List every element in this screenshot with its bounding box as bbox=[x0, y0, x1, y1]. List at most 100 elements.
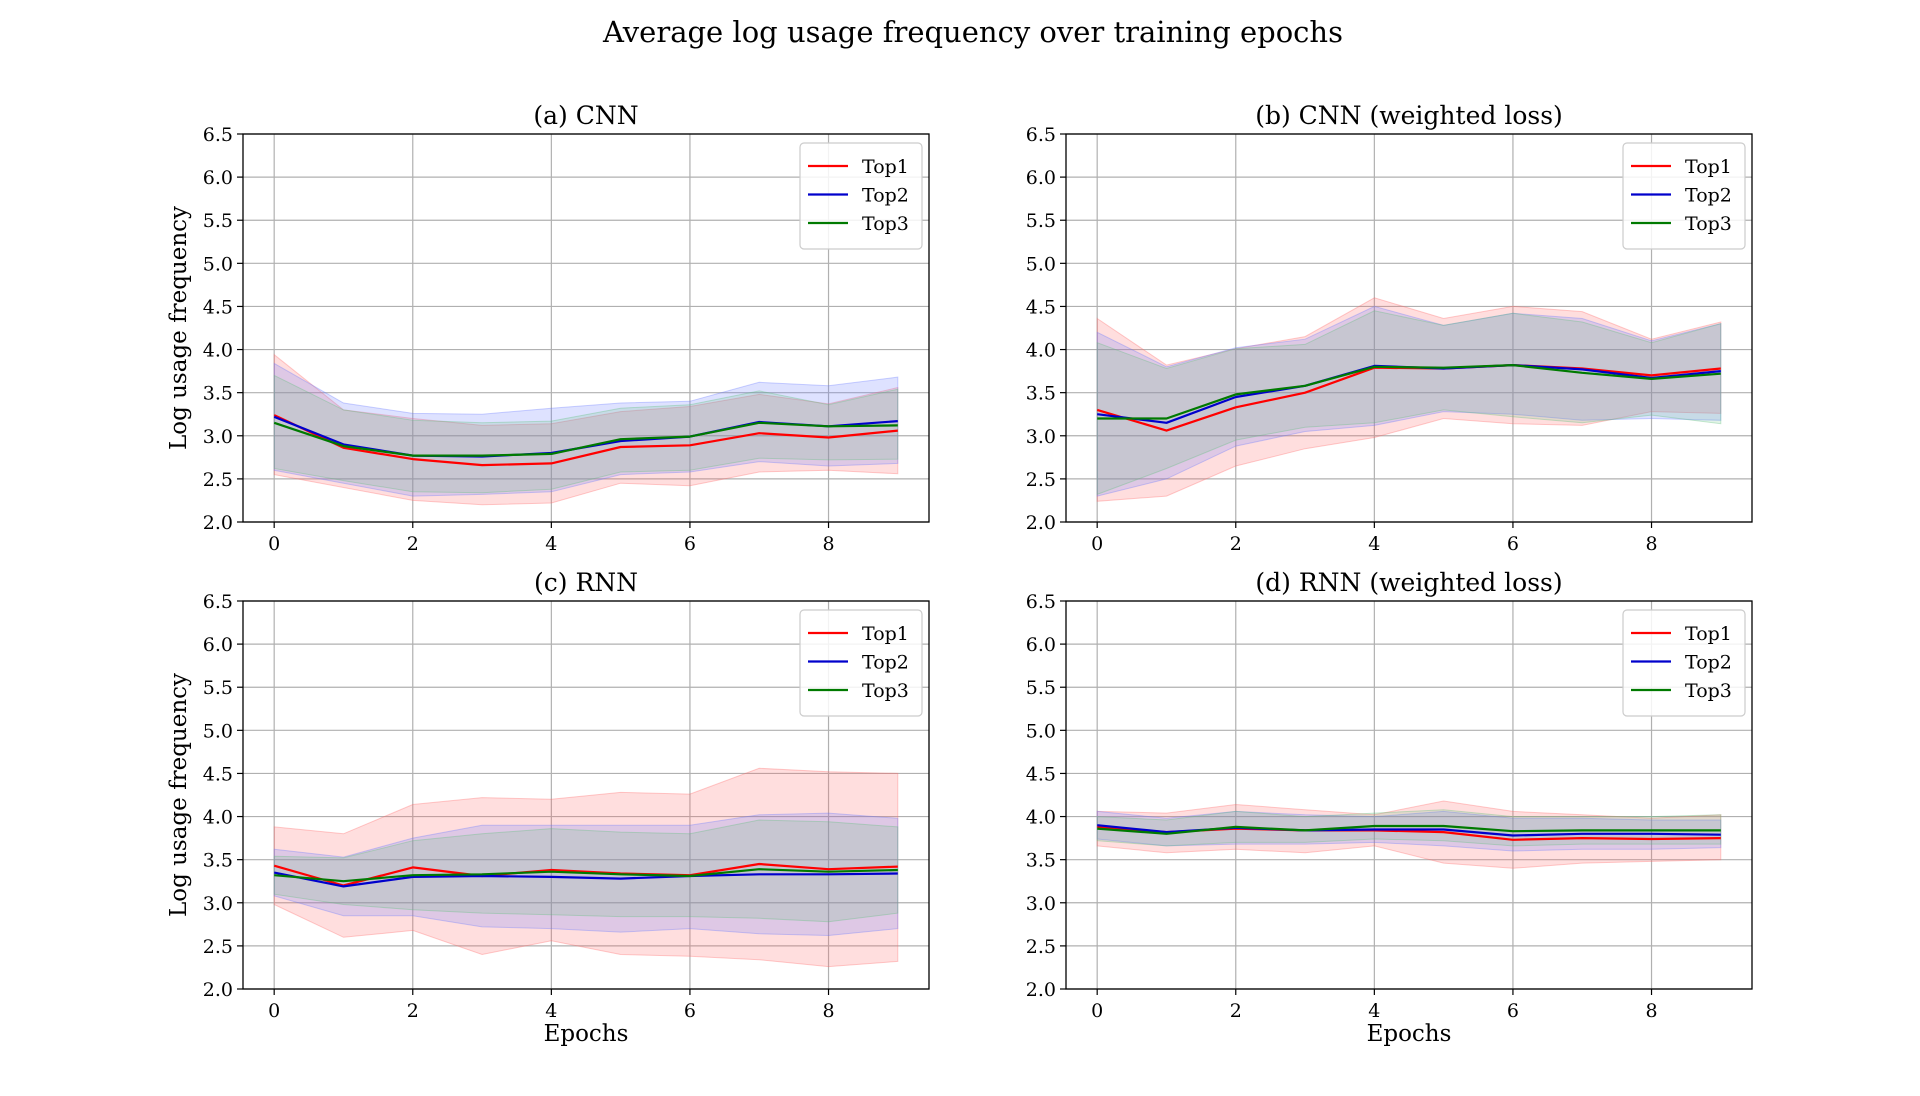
x-tick-label: 4 bbox=[1368, 1000, 1380, 1022]
y-axis: 2.0 2.5 3.0 3.5 4.0 4.5 5.0 5.5 6.0 6.5 bbox=[203, 124, 243, 534]
band-top1 bbox=[273, 353, 899, 506]
legend: Top1 Top2 Top3 bbox=[1622, 609, 1746, 717]
y-tick-label: 2.0 bbox=[1026, 979, 1056, 1001]
confidence-bands bbox=[273, 353, 899, 506]
x-tick-label: 6 bbox=[1507, 533, 1519, 555]
legend-label-top3: Top3 bbox=[862, 213, 909, 235]
y-tick-label: 4.5 bbox=[203, 763, 233, 785]
confidence-bands bbox=[1096, 297, 1722, 502]
x-tick-label: 0 bbox=[268, 533, 280, 555]
series-line-top3 bbox=[273, 421, 898, 457]
y-tick-label: 2.5 bbox=[203, 469, 233, 491]
y-tick-label: 4.0 bbox=[203, 807, 233, 829]
y-tick-label: 5.5 bbox=[203, 677, 233, 699]
subplot-title: (a) CNN bbox=[533, 101, 638, 130]
series-line-top3 bbox=[274, 868, 898, 883]
y-tick-label: 4.0 bbox=[1026, 340, 1056, 362]
y-tick-label: 6.5 bbox=[1026, 124, 1056, 146]
y-tick-label: 4.5 bbox=[1026, 296, 1056, 318]
y-tick-label: 3.0 bbox=[1026, 893, 1056, 915]
x-tick-label: 8 bbox=[822, 533, 834, 555]
confidence-bands bbox=[273, 767, 899, 968]
series-line-top2 bbox=[273, 871, 898, 888]
y-axis: 2.0 2.5 3.0 3.5 4.0 4.5 5.0 5.5 6.0 6.5 bbox=[1026, 591, 1066, 1001]
axes-frame bbox=[1065, 133, 1753, 523]
y-tick-label: 4.0 bbox=[1026, 807, 1056, 829]
legend-label-top2: Top2 bbox=[1685, 652, 1732, 674]
subplot-4: (d) RNN (weighted loss) 0 2 4 6 8 2.0 2.5 3.0 3.5… bbox=[1026, 568, 1753, 1047]
x-tick-label: 8 bbox=[1645, 533, 1657, 555]
subplot-title: (b) CNN (weighted loss) bbox=[1255, 101, 1563, 130]
series-line-top3 bbox=[1097, 364, 1721, 420]
y-tick-label: 4.5 bbox=[1026, 763, 1056, 785]
series-lines bbox=[1097, 824, 1721, 841]
y-axis: 2.0 2.5 3.0 3.5 4.0 4.5 5.0 5.5 6.0 6.5 bbox=[203, 591, 243, 1001]
subplot-title: (c) RNN bbox=[534, 568, 638, 597]
x-tick-label: 8 bbox=[1645, 1000, 1657, 1022]
x-axis: 0 2 4 6 8 bbox=[268, 989, 835, 1022]
y-tick-label: 5.0 bbox=[203, 720, 233, 742]
y-tick-label: 3.0 bbox=[203, 426, 233, 448]
axes-frame bbox=[242, 133, 930, 523]
y-tick-label: 6.0 bbox=[1026, 167, 1056, 189]
y-tick-label: 6.5 bbox=[203, 591, 233, 613]
legend-label-top1: Top1 bbox=[862, 156, 909, 178]
legend-label-top1: Top1 bbox=[1685, 156, 1732, 178]
subplot-2: (b) CNN (weighted loss) 0 2 4 6 8 2.0 2.5 3.0 3.5… bbox=[1026, 101, 1753, 555]
y-tick-label: 6.5 bbox=[203, 124, 233, 146]
legend-label-top2: Top2 bbox=[862, 652, 909, 674]
band-top1 bbox=[1096, 800, 1722, 869]
y-axis: 2.0 2.5 3.0 3.5 4.0 4.5 5.0 5.5 6.0 6.5 bbox=[1026, 124, 1066, 534]
band-top2 bbox=[273, 362, 899, 497]
subplot-title: (d) RNN (weighted loss) bbox=[1255, 568, 1562, 597]
series-lines bbox=[273, 414, 898, 467]
band-top3 bbox=[1096, 809, 1722, 847]
legend: Top1 Top2 Top3 bbox=[799, 609, 923, 717]
axes-frame bbox=[242, 600, 930, 990]
band-top1 bbox=[273, 767, 899, 968]
x-tick-label: 2 bbox=[407, 533, 419, 555]
legend-label-top2: Top2 bbox=[862, 185, 909, 207]
x-tick-label: 4 bbox=[1368, 533, 1380, 555]
x-axis-label: Epochs bbox=[544, 1021, 629, 1047]
y-tick-label: 3.5 bbox=[1026, 383, 1056, 405]
band-top2 bbox=[1096, 305, 1722, 497]
y-tick-label: 2.0 bbox=[203, 512, 233, 534]
band-top3 bbox=[273, 374, 899, 494]
subplots: (a) CNN 0 2 4 6 8 2.0 2.5 3.0 3.5 4.0 4.5 5.0 5.5 6.0 6… bbox=[166, 101, 1753, 1047]
band-top3 bbox=[1096, 310, 1722, 496]
y-axis-label: Log usage frequency bbox=[166, 673, 192, 917]
subplot-1: (a) CNN 0 2 4 6 8 2.0 2.5 3.0 3.5 4.0 4.5 5.0 5.5 6.0 6… bbox=[166, 101, 930, 555]
legend: Top1 Top2 Top3 bbox=[799, 142, 923, 250]
y-tick-label: 6.0 bbox=[203, 167, 233, 189]
series-line-top3 bbox=[1097, 824, 1721, 835]
x-tick-label: 4 bbox=[545, 1000, 557, 1022]
legend-label-top1: Top1 bbox=[1685, 623, 1732, 645]
y-tick-label: 3.5 bbox=[1026, 850, 1056, 872]
y-tick-label: 5.5 bbox=[203, 210, 233, 232]
y-tick-label: 3.5 bbox=[203, 850, 233, 872]
legend-label-top3: Top3 bbox=[862, 680, 909, 702]
y-tick-label: 5.0 bbox=[1026, 720, 1056, 742]
y-tick-label: 5.0 bbox=[203, 253, 233, 275]
figure-title: Average log usage frequency over trainin… bbox=[602, 15, 1343, 49]
axes-frame bbox=[1065, 600, 1753, 990]
y-tick-label: 4.5 bbox=[203, 296, 233, 318]
y-tick-label: 2.0 bbox=[203, 979, 233, 1001]
x-tick-label: 2 bbox=[407, 1000, 419, 1022]
band-top2 bbox=[273, 812, 899, 937]
x-tick-label: 4 bbox=[545, 533, 557, 555]
x-axis-label: Epochs bbox=[1367, 1021, 1452, 1047]
series-line-top1 bbox=[273, 414, 898, 467]
legend-label-top2: Top2 bbox=[1685, 185, 1732, 207]
y-tick-label: 6.0 bbox=[203, 634, 233, 656]
y-tick-label: 6.5 bbox=[1026, 591, 1056, 613]
y-tick-label: 3.0 bbox=[203, 893, 233, 915]
y-tick-label: 5.0 bbox=[1026, 253, 1056, 275]
x-tick-label: 8 bbox=[822, 1000, 834, 1022]
subplot-3: (c) RNN 0 2 4 6 8 2.0 2.5 3.0 3.5 4.0 4.5 5.0 5.5 6.0 6… bbox=[166, 568, 930, 1047]
legend-label-top1: Top1 bbox=[862, 623, 909, 645]
y-axis-label: Log usage frequency bbox=[166, 206, 192, 450]
